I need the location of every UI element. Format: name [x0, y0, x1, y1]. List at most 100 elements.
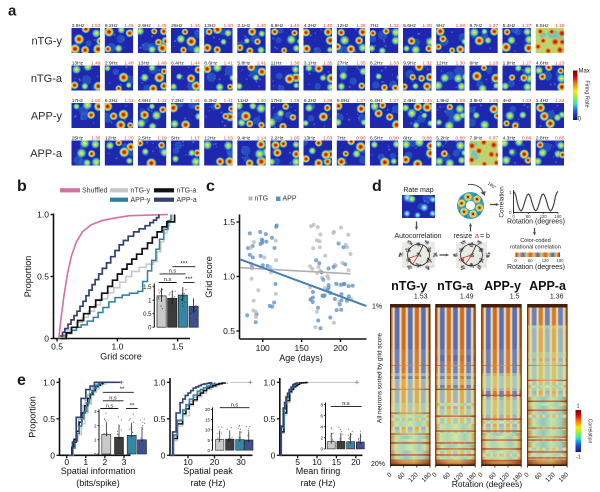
svg-text:1.27: 1.27 [522, 60, 532, 66]
svg-text:12Hz: 12Hz [105, 135, 117, 141]
svg-text:1.42: 1.42 [124, 98, 134, 104]
svg-text:6.5Hz: 6.5Hz [536, 23, 549, 29]
svg-text:2: 2 [103, 457, 108, 467]
svg-text:9.9Hz: 9.9Hz [403, 60, 416, 66]
svg-text:e: e [17, 372, 26, 389]
svg-text:1.35: 1.35 [356, 60, 366, 66]
svg-text:1.32: 1.32 [389, 23, 399, 29]
svg-text:1.20: 1.20 [124, 135, 134, 141]
svg-text:1.18: 1.18 [555, 23, 565, 29]
svg-text:1.37: 1.37 [356, 98, 366, 104]
svg-text:=: = [480, 233, 484, 240]
svg-text:3.8Hz: 3.8Hz [470, 98, 483, 104]
svg-text:Firing Rate: Firing Rate [584, 80, 590, 107]
svg-text:2.1Hz: 2.1Hz [237, 23, 250, 29]
svg-text:0: 0 [578, 117, 582, 123]
svg-text:6.5Hz: 6.5Hz [370, 135, 383, 141]
svg-text:8: 8 [321, 402, 324, 407]
svg-text:1.0: 1.0 [111, 342, 123, 352]
svg-text:6Hz: 6Hz [470, 60, 479, 66]
svg-text:n.s: n.s [109, 396, 117, 402]
svg-text:1.34: 1.34 [422, 98, 432, 104]
svg-text:0: 0 [321, 447, 324, 452]
svg-text:7Hz: 7Hz [370, 23, 379, 29]
svg-text:1.9Hz: 1.9Hz [503, 60, 516, 66]
svg-text:8.2Hz: 8.2Hz [370, 60, 383, 66]
svg-text:180: 180 [558, 471, 571, 484]
svg-text:1.41: 1.41 [257, 60, 267, 66]
svg-text:1.36: 1.36 [356, 23, 366, 29]
svg-text:0: 0 [148, 325, 152, 331]
svg-text:1.53: 1.53 [91, 23, 101, 29]
svg-text:1.27: 1.27 [489, 23, 499, 29]
svg-text:Grid score: Grid score [204, 256, 214, 298]
svg-text:30: 30 [236, 457, 246, 467]
svg-text:9.2Hz: 9.2Hz [304, 98, 317, 104]
svg-text:20: 20 [205, 407, 211, 412]
svg-text:10: 10 [312, 457, 322, 467]
svg-text:1: 1 [83, 457, 88, 467]
svg-text:1.40: 1.40 [257, 98, 267, 104]
svg-text:1.40: 1.40 [257, 23, 267, 29]
svg-text:1.48: 1.48 [157, 60, 167, 66]
svg-text:0: 0 [50, 450, 55, 460]
svg-text:1.37: 1.37 [389, 98, 399, 104]
svg-text:1.49: 1.49 [124, 23, 134, 29]
svg-text:1.5: 1.5 [510, 294, 520, 301]
svg-text:7Hz: 7Hz [337, 135, 346, 141]
svg-text:1.49: 1.49 [91, 60, 101, 66]
svg-text:7.9Hz: 7.9Hz [470, 135, 483, 141]
svg-text:1.53: 1.53 [414, 294, 428, 301]
svg-text:2: 2 [321, 436, 324, 441]
svg-text:60: 60 [528, 258, 533, 263]
svg-text:5: 5 [295, 457, 300, 467]
svg-text:1.0: 1.0 [154, 377, 166, 387]
svg-text:60: 60 [397, 471, 407, 481]
svg-text:4.9Hz: 4.9Hz [138, 98, 151, 104]
svg-text:8.6Hz: 8.6Hz [204, 60, 217, 66]
svg-text:9Hz: 9Hz [436, 23, 445, 29]
svg-text:1.48: 1.48 [124, 60, 134, 66]
svg-text:Spatial information: Spatial information [61, 466, 136, 476]
svg-text:1.35: 1.35 [323, 60, 333, 66]
svg-text:9.4Hz: 9.4Hz [237, 135, 250, 141]
svg-text:180: 180 [555, 214, 563, 219]
svg-text:Rate map: Rate map [403, 187, 433, 194]
svg-text:5: 5 [208, 438, 211, 443]
svg-text:Rotation (degrees): Rotation (degrees) [507, 264, 565, 271]
svg-text:13Hz: 13Hz [204, 23, 216, 29]
svg-text:0.5: 0.5 [37, 272, 49, 282]
svg-text:6.2Hz: 6.2Hz [204, 98, 217, 104]
svg-text:20%: 20% [371, 461, 385, 468]
svg-text:20: 20 [210, 457, 220, 467]
svg-text:0: 0 [44, 334, 49, 344]
svg-text:0.5: 0.5 [154, 414, 166, 424]
svg-text:1.50: 1.50 [91, 98, 101, 104]
svg-text:17Hz: 17Hz [72, 98, 84, 104]
svg-text:APP-a: APP-a [30, 148, 63, 160]
svg-text:11Hz: 11Hz [271, 60, 283, 66]
svg-text:nTG: nTG [255, 196, 269, 203]
svg-text:1.14: 1.14 [257, 135, 267, 141]
svg-text:11Hz: 11Hz [237, 98, 249, 104]
svg-text:b: b [17, 178, 27, 195]
svg-text:120: 120 [544, 471, 557, 484]
svg-text:APP-y: APP-y [31, 111, 63, 123]
svg-text:180°: 180° [487, 181, 497, 191]
svg-text:0: 0 [523, 471, 531, 479]
svg-text:1.0: 1.0 [263, 377, 275, 387]
svg-text:0: 0 [386, 471, 394, 479]
svg-text:1.03: 1.03 [323, 135, 333, 141]
svg-text:1.49: 1.49 [460, 294, 474, 301]
svg-text:0.85: 0.85 [555, 135, 565, 141]
svg-text:Correlation: Correlation [587, 419, 593, 444]
svg-text:APP-y: APP-y [484, 279, 521, 293]
svg-text:6Hz: 6Hz [403, 135, 412, 141]
svg-text:Max: Max [579, 69, 590, 75]
svg-text:17Hz: 17Hz [271, 98, 283, 104]
svg-text:0: 0 [509, 210, 512, 215]
svg-text:1.23: 1.23 [522, 98, 532, 104]
svg-text:0: 0 [94, 452, 97, 457]
svg-text:2.8Hz: 2.8Hz [536, 135, 549, 141]
svg-text:c: c [206, 178, 215, 195]
